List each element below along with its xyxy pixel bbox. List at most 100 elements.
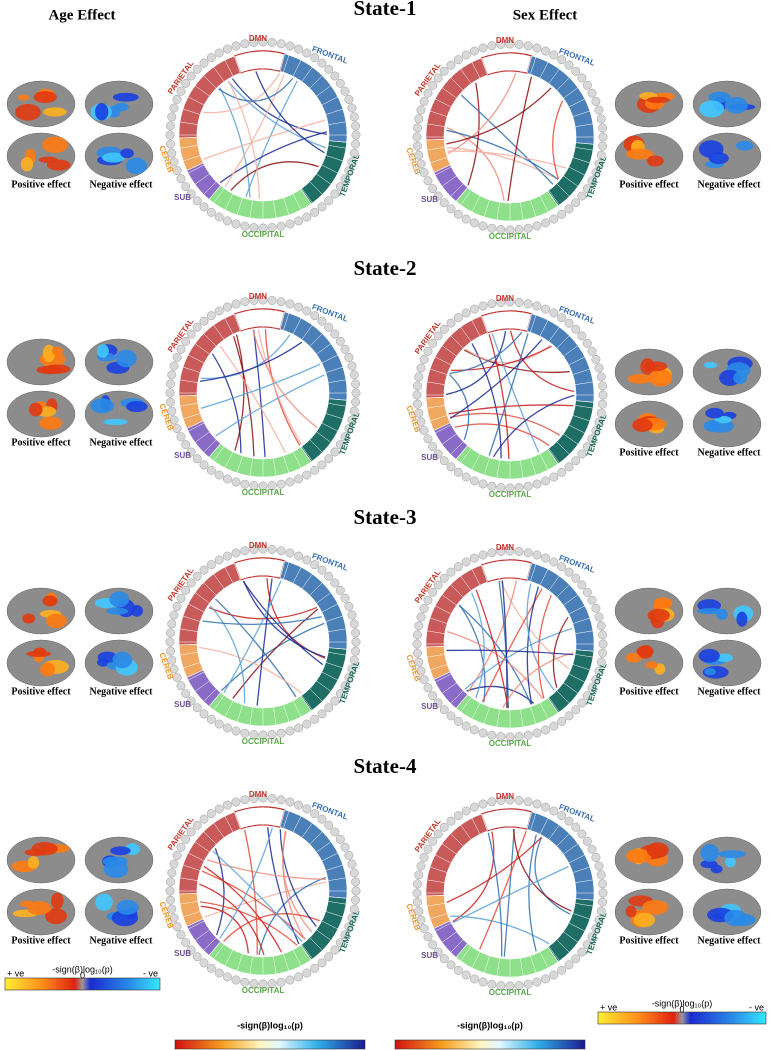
- node-icon: [416, 612, 426, 622]
- network-label: DMN: [496, 36, 514, 45]
- network-label: DMN: [249, 292, 267, 301]
- node-icon: [496, 297, 506, 307]
- ring-divider: [179, 877, 198, 881]
- chord: [475, 589, 509, 709]
- node-icon: [557, 811, 567, 821]
- activation-blob: [90, 398, 114, 414]
- chord: [231, 78, 328, 135]
- activation-blob: [733, 371, 748, 385]
- effect-label: Positive effect: [619, 686, 679, 697]
- chord: [502, 652, 574, 708]
- node-icon: [349, 904, 359, 914]
- node-icon: [557, 562, 567, 572]
- ring-divider: [530, 706, 537, 724]
- node-icon: [181, 336, 191, 346]
- chord: [512, 829, 572, 912]
- node-icon: [267, 979, 277, 989]
- node-icon: [461, 721, 471, 731]
- activation-blob: [97, 344, 109, 358]
- ring-divider: [321, 920, 338, 930]
- node-icon: [571, 456, 581, 466]
- node-icon: [276, 546, 286, 556]
- node-icon: [596, 906, 606, 916]
- node-icon: [167, 406, 177, 416]
- ring-divider: [249, 707, 253, 726]
- activation-blob: [724, 909, 747, 927]
- node-icon: [412, 879, 422, 889]
- ring-divider: [450, 690, 464, 704]
- ring-divider: [179, 403, 198, 407]
- ring-divider: [203, 688, 217, 702]
- node-icon: [231, 726, 241, 736]
- ring-divider: [249, 200, 253, 219]
- node-icon: [181, 834, 191, 844]
- node-icon: [285, 548, 295, 558]
- node-icon: [419, 168, 429, 178]
- ring-divider: [203, 831, 217, 845]
- node-icon: [330, 189, 340, 199]
- node-icon: [571, 198, 581, 208]
- node-icon: [577, 73, 587, 83]
- node-icon: [453, 716, 463, 726]
- node-icon: [186, 696, 196, 706]
- node-icon: [514, 981, 524, 991]
- ring-divider: [471, 320, 481, 337]
- node-icon: [172, 850, 182, 860]
- ring-divider: [460, 448, 472, 464]
- node-icon: [294, 216, 304, 226]
- ring-divider: [548, 824, 560, 840]
- chord: [227, 80, 261, 199]
- activation-blob: [51, 346, 64, 356]
- node-icon: [330, 71, 340, 81]
- brain-panel: Positive effect Negative effect: [614, 348, 762, 458]
- node-icon: [176, 86, 186, 96]
- chord: [446, 147, 559, 181]
- activation-blob: [40, 662, 56, 677]
- activation-blob: [39, 416, 63, 430]
- ring-divider: [441, 843, 457, 855]
- node-icon: [294, 44, 304, 54]
- activation-blob: [43, 107, 67, 117]
- node-icon: [587, 434, 597, 444]
- node-icon: [416, 666, 426, 676]
- ring-divider: [568, 166, 585, 176]
- node-icon: [344, 352, 354, 362]
- node-icon: [446, 711, 456, 721]
- node-icon: [412, 888, 422, 898]
- ring-divider: [316, 85, 332, 97]
- node-icon: [324, 820, 334, 830]
- node-icon: [344, 94, 354, 104]
- chord-diagram: DMNFRONTALTEMPORALOCCIPITALSUBCEREBPARIE…: [157, 292, 361, 497]
- node-icon: [461, 50, 471, 60]
- node-icon: [496, 732, 506, 742]
- node-icon: [469, 974, 479, 984]
- ring-divider: [183, 413, 201, 420]
- node-icon: [433, 829, 443, 839]
- node-icon: [344, 424, 354, 434]
- ring-divider: [483, 199, 490, 217]
- node-icon: [582, 442, 592, 452]
- activation-blob: [725, 856, 736, 868]
- ring-divider: [321, 164, 338, 174]
- network-label: OCCIPITAL: [242, 488, 285, 497]
- node-icon: [302, 306, 312, 316]
- ring-divider: [321, 96, 338, 106]
- node-icon: [571, 822, 581, 832]
- ring-divider: [321, 422, 338, 432]
- ring-divider: [236, 562, 243, 580]
- node-icon: [176, 432, 186, 442]
- effect-label: Positive effect: [11, 179, 71, 190]
- node-icon: [453, 55, 463, 65]
- node-icon: [330, 696, 340, 706]
- node-icon: [532, 43, 542, 53]
- node-icon: [240, 795, 250, 805]
- node-icon: [428, 442, 438, 452]
- activation-blob: [20, 157, 34, 172]
- ring-divider: [273, 458, 277, 477]
- ring-divider: [563, 682, 579, 694]
- node-icon: [167, 904, 177, 914]
- activation-blob: [42, 136, 69, 153]
- node-icon: [347, 103, 357, 113]
- node-icon: [433, 449, 443, 459]
- chord: [204, 881, 327, 918]
